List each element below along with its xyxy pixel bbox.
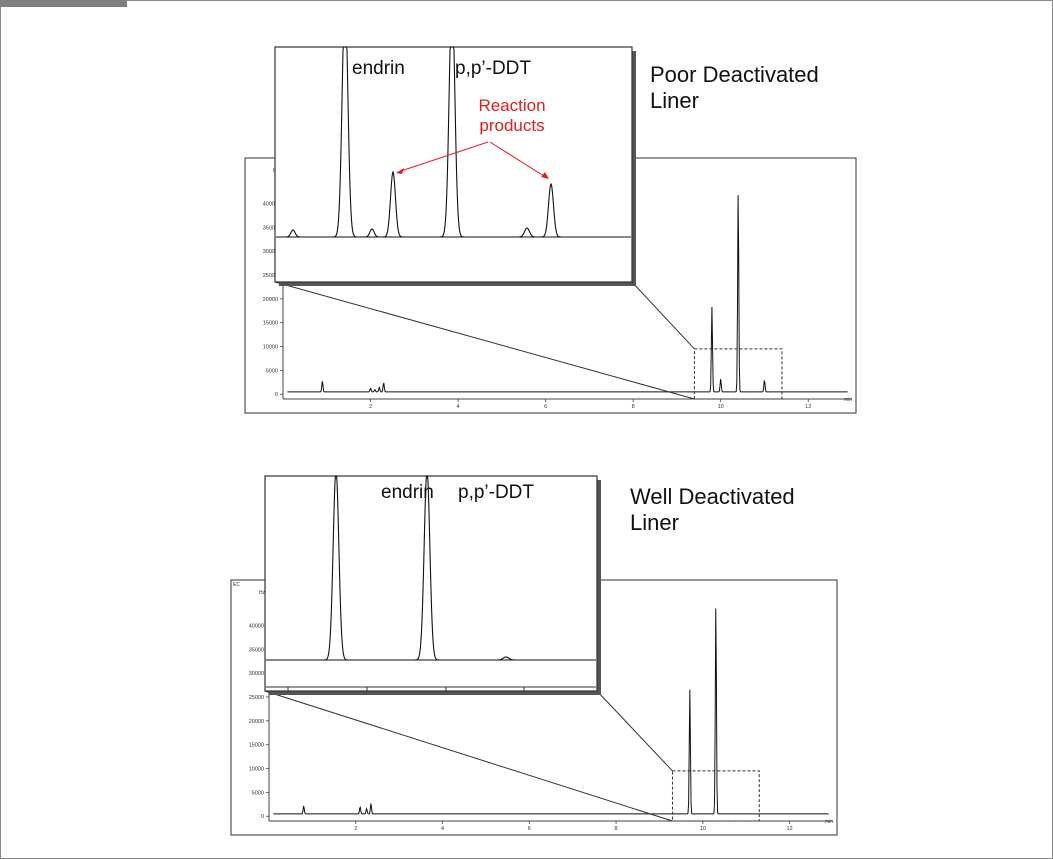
y-tick-label: 40000	[249, 623, 264, 629]
zoom-connector-left	[274, 281, 695, 400]
y-units-label: Hz	[259, 590, 266, 596]
zoom-connector-left	[264, 690, 673, 822]
inset2-ddt-label: p,p’-DDT	[458, 482, 535, 503]
x-units-label: min	[844, 397, 852, 403]
zoom-window	[693, 348, 783, 400]
header-tab	[0, 0, 127, 7]
zoom-window	[671, 770, 760, 822]
y-tick-label: 25000	[249, 695, 264, 701]
y-tick-label: 5000	[252, 790, 264, 796]
y-tick-label: 25000	[263, 273, 278, 279]
y-tick-label: 40000	[263, 201, 278, 207]
chromatogram-trace	[287, 195, 848, 393]
reaction-arrowhead-left	[396, 168, 404, 174]
title-well: Well Deactivated Liner	[630, 484, 795, 535]
y-tick-label: 0	[261, 814, 264, 820]
reaction-products-label: Reaction products	[478, 96, 546, 135]
x-tick-label: 12	[787, 826, 793, 832]
x-tick-label: 2	[354, 826, 357, 832]
chart-2-group: Hz EC min 0 5000 10000 15000 20000 25000 30000 350…	[230, 475, 838, 836]
x-tick-label: 6	[528, 826, 531, 832]
chart-1-group: Hzmin05000100001500020000250003000035000…	[244, 46, 857, 414]
chromatogram-trace	[273, 608, 829, 815]
signal-label: EC	[233, 582, 240, 588]
y-tick-label: 5000	[266, 368, 278, 374]
y-tick-label: 30000	[263, 249, 278, 255]
x-tick-label: 8	[632, 404, 635, 410]
reaction-arrow-right	[489, 141, 548, 179]
x-units-label: min	[825, 819, 833, 825]
x-tick-label: 8	[615, 826, 618, 832]
x-tick-label: 4	[441, 826, 444, 832]
reaction-arrow-left	[397, 141, 489, 173]
y-tick-label: 20000	[263, 297, 278, 303]
x-tick-label: 10	[718, 404, 724, 410]
zoom-connector-right	[596, 690, 673, 772]
x-tick-label: 12	[805, 404, 811, 410]
inset2-endrin-label: endrin	[381, 482, 434, 503]
reaction-arrowhead-right	[541, 172, 549, 179]
y-tick-label: 35000	[249, 647, 264, 653]
y-tick-label: 30000	[249, 671, 264, 677]
y-tick-label: 15000	[249, 743, 264, 749]
y-tick-label: 15000	[263, 321, 278, 327]
inset1-endrin-label: endrin	[352, 58, 405, 79]
x-tick-label: 4	[457, 404, 460, 410]
x-tick-label: 10	[700, 826, 706, 832]
y-tick-label: 35000	[263, 225, 278, 231]
y-tick-label: 10000	[249, 767, 264, 773]
inset-frame	[274, 46, 633, 283]
y-tick-label: 0	[275, 392, 278, 398]
chart-poor-deactivated: Hzmin05000100001500020000250003000035000…	[244, 46, 857, 414]
inset1-ddt-label: p,p’-DDT	[455, 58, 532, 79]
x-tick-label: 6	[544, 404, 547, 410]
y-tick-label: 20000	[249, 719, 264, 725]
title-poor: Poor Deactivated Liner	[650, 62, 819, 113]
zoom-connector-right	[631, 281, 695, 350]
x-tick-label: 2	[369, 404, 372, 410]
y-tick-label: 10000	[263, 345, 278, 351]
